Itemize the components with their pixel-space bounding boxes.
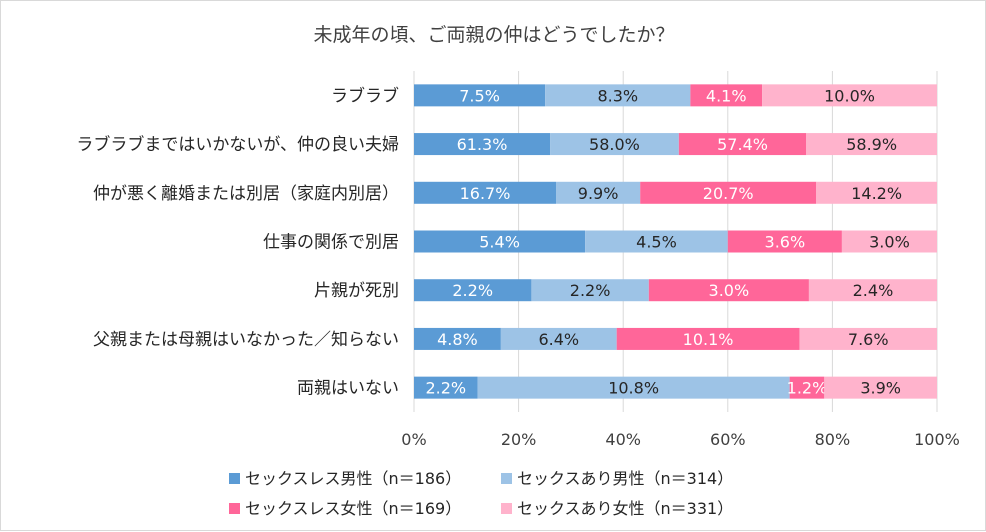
x-tick-label: 80% <box>815 430 851 449</box>
x-tick-label: 40% <box>605 430 641 449</box>
bar-segment <box>545 84 691 107</box>
data-label: 3.6% <box>765 233 806 252</box>
data-label: 61.3% <box>457 135 508 154</box>
category-labels: ラブラブラブラブまではいかないが、仲の良い夫婦仲が悪く離婚または別居（家庭内別居… <box>76 85 399 398</box>
bar-segment <box>616 327 800 350</box>
bar-segment <box>414 133 551 156</box>
data-label: 2.2% <box>425 379 466 398</box>
bars: 7.5% 8.3% 4.1% 10.0% 61.3% 58.0% 57.4% 58.9% 16.… <box>414 84 937 399</box>
bar-segment <box>414 181 557 204</box>
category-label: ラブラブ <box>331 85 399 106</box>
data-label: 8.3% <box>597 86 638 105</box>
data-label: 7.6% <box>848 330 889 349</box>
data-label: 7.5% <box>459 86 500 105</box>
data-label: 4.5% <box>636 233 677 252</box>
data-label: 14.2% <box>851 184 902 203</box>
bar-segment <box>414 84 546 107</box>
data-label: 4.8% <box>437 330 478 349</box>
legend-label: セックスあり女性（n＝331） <box>517 499 733 518</box>
x-tick-label: 60% <box>710 430 746 449</box>
legend: セックスレス男性（n＝186） セックスあり男性（n＝314） セックスレス女性（n… <box>229 469 733 518</box>
legend-swatch <box>501 503 512 514</box>
x-axis-ticks: 0% 20% 40% 60% 80% 100% <box>401 430 960 449</box>
bar-segment <box>585 230 728 253</box>
bar-segment <box>808 279 937 302</box>
bar-segment <box>556 181 641 204</box>
data-label: 57.4% <box>717 135 768 154</box>
data-label: 3.0% <box>869 233 910 252</box>
bar-segment <box>414 230 586 253</box>
data-label: 5.4% <box>479 233 520 252</box>
data-label: 58.0% <box>589 135 640 154</box>
category-label: 両親はいない <box>297 379 399 399</box>
bar-segment <box>531 279 649 302</box>
category-label: 仲が悪く離婚または別居（家庭内別居） <box>93 184 399 204</box>
chart-title: 未成年の頃、ご両親の仲はどうでしたか？ <box>313 24 674 46</box>
bar-segment <box>477 376 790 399</box>
category-label: ラブラブまではいかないが、仲の良い夫婦 <box>76 134 399 155</box>
bar-segment <box>500 327 617 350</box>
bar-segment <box>414 376 478 399</box>
data-label: 16.7% <box>460 184 511 203</box>
bar-segment <box>550 133 679 156</box>
bar-segment <box>648 279 809 302</box>
x-tick-label: 20% <box>501 430 537 449</box>
category-label: 父親または母親はいなかった／知らない <box>93 330 399 350</box>
legend-label: セックスレス女性（n＝169） <box>245 499 461 518</box>
data-label: 1.2% <box>787 379 828 398</box>
bar-segment <box>841 230 937 253</box>
bar-segment <box>640 181 817 204</box>
bar-segment <box>727 230 842 253</box>
data-label: 2.4% <box>853 281 894 300</box>
category-label: 仕事の関係で別居 <box>263 233 399 253</box>
data-label: 3.9% <box>860 379 901 398</box>
bar-segment <box>816 181 937 204</box>
legend-swatch <box>229 503 240 514</box>
bar-segment <box>824 376 937 399</box>
legend-swatch <box>501 473 512 484</box>
legend-label: セックスあり男性（n＝314） <box>517 469 733 488</box>
legend-swatch <box>229 473 240 484</box>
category-label: 片親が死別 <box>314 281 399 301</box>
bar-segment <box>690 84 763 107</box>
data-label: 58.9% <box>846 135 897 154</box>
data-label: 6.4% <box>538 330 579 349</box>
data-label: 3.0% <box>709 281 750 300</box>
x-tick-label: 100% <box>914 430 960 449</box>
data-label: 20.7% <box>703 184 754 203</box>
data-label: 2.2% <box>452 281 493 300</box>
data-label: 10.0% <box>824 86 875 105</box>
bar-segment <box>789 376 825 399</box>
data-label: 10.1% <box>683 330 734 349</box>
bar-segment <box>414 279 532 302</box>
bar-segment <box>414 327 501 350</box>
data-label: 4.1% <box>706 86 747 105</box>
legend-label: セックスレス男性（n＝186） <box>245 469 461 488</box>
bar-segment <box>806 133 937 156</box>
data-label: 10.8% <box>608 379 659 398</box>
bar-segment <box>762 84 937 107</box>
x-tick-label: 0% <box>401 430 426 449</box>
bar-segment <box>799 327 937 350</box>
data-label: 9.9% <box>578 184 619 203</box>
data-label: 2.2% <box>570 281 611 300</box>
bar-segment <box>678 133 807 156</box>
